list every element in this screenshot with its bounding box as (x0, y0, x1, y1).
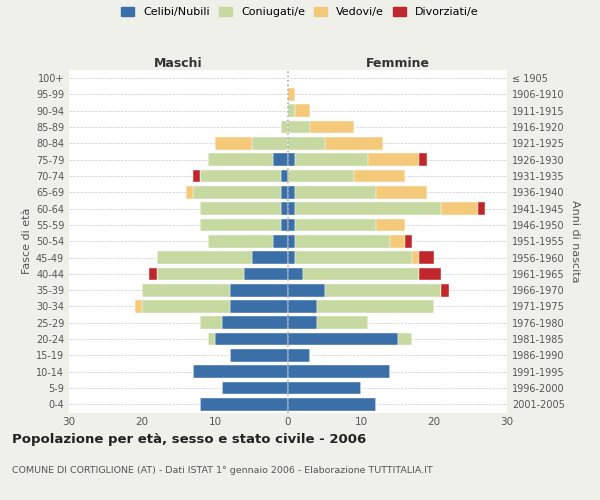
Bar (376, 218, 405, 232)
Bar (288, 170, 354, 182)
Bar (288, 300, 317, 313)
Bar (244, 268, 288, 280)
Bar (288, 137, 325, 150)
Bar (288, 218, 295, 232)
Bar (295, 218, 376, 232)
Bar (288, 398, 376, 410)
Bar (288, 88, 295, 101)
Bar (288, 251, 295, 264)
Bar (230, 300, 288, 313)
Bar (134, 300, 142, 313)
Bar (281, 202, 288, 215)
Text: Maschi: Maschi (154, 57, 203, 70)
Bar (317, 316, 368, 329)
Bar (288, 349, 310, 362)
Bar (419, 251, 434, 264)
Bar (215, 332, 288, 345)
Bar (186, 186, 193, 198)
Bar (157, 268, 244, 280)
Bar (317, 300, 434, 313)
Bar (288, 366, 390, 378)
Bar (288, 284, 325, 296)
Bar (200, 170, 281, 182)
Bar (251, 137, 288, 150)
Bar (412, 251, 419, 264)
Bar (310, 120, 354, 134)
Bar (295, 104, 310, 117)
Bar (295, 251, 412, 264)
Bar (251, 251, 288, 264)
Bar (478, 202, 485, 215)
Bar (442, 202, 478, 215)
Bar (288, 382, 361, 394)
Bar (295, 186, 376, 198)
Bar (325, 137, 383, 150)
Bar (193, 366, 288, 378)
Bar (274, 154, 288, 166)
Bar (208, 235, 274, 248)
Bar (230, 284, 288, 296)
Bar (142, 300, 230, 313)
Bar (274, 235, 288, 248)
Bar (281, 170, 288, 182)
Bar (295, 154, 368, 166)
Bar (208, 154, 274, 166)
Bar (200, 316, 223, 329)
Bar (288, 120, 310, 134)
Bar (288, 332, 398, 345)
Bar (208, 332, 215, 345)
Bar (230, 349, 288, 362)
Legend: Celibi/Nubili, Coniugati/e, Vedovi/e, Divorziati/e: Celibi/Nubili, Coniugati/e, Vedovi/e, Di… (117, 2, 483, 21)
Bar (288, 316, 317, 329)
Bar (288, 235, 295, 248)
Bar (302, 268, 419, 280)
Bar (215, 137, 251, 150)
Y-axis label: Fasce di età: Fasce di età (22, 208, 32, 274)
Bar (200, 218, 281, 232)
Bar (288, 268, 302, 280)
Bar (405, 235, 412, 248)
Bar (288, 202, 295, 215)
Bar (368, 154, 419, 166)
Bar (223, 316, 288, 329)
Bar (325, 284, 442, 296)
Bar (288, 104, 295, 117)
Bar (376, 186, 427, 198)
Bar (419, 154, 427, 166)
Text: Popolazione per età, sesso e stato civile - 2006: Popolazione per età, sesso e stato civil… (12, 432, 366, 446)
Bar (223, 382, 288, 394)
Bar (295, 235, 390, 248)
Bar (354, 170, 405, 182)
Bar (442, 284, 449, 296)
Text: Femmine: Femmine (365, 57, 430, 70)
Bar (193, 186, 281, 198)
Bar (288, 154, 295, 166)
Bar (295, 202, 442, 215)
Bar (281, 218, 288, 232)
Bar (281, 120, 288, 134)
Bar (281, 186, 288, 198)
Bar (288, 186, 295, 198)
Bar (390, 235, 405, 248)
Bar (142, 284, 230, 296)
Bar (193, 170, 200, 182)
Bar (419, 268, 441, 280)
Bar (157, 251, 251, 264)
Bar (149, 268, 157, 280)
Bar (200, 398, 288, 410)
Y-axis label: Anni di nascita: Anni di nascita (570, 200, 580, 282)
Bar (200, 202, 281, 215)
Bar (398, 332, 412, 345)
Text: COMUNE DI CORTIGLIONE (AT) - Dati ISTAT 1° gennaio 2006 - Elaborazione TUTTITALI: COMUNE DI CORTIGLIONE (AT) - Dati ISTAT … (12, 466, 433, 475)
